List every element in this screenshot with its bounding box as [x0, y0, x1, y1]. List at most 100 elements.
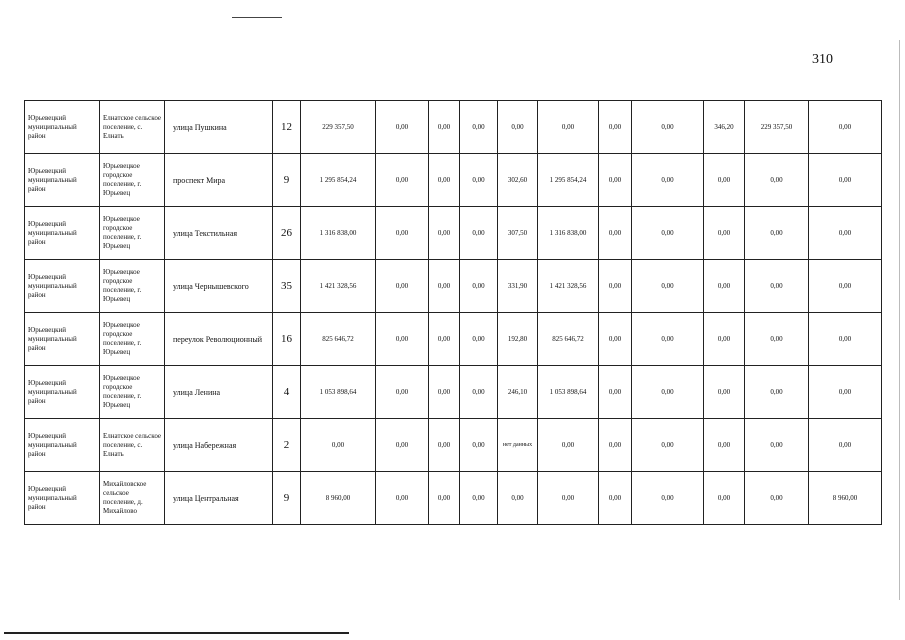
- value-cell: 0,00: [808, 365, 882, 419]
- value-cell: 0,00: [537, 418, 599, 472]
- value-cell: 0,00: [744, 206, 809, 260]
- value-cell: 0,00: [744, 471, 809, 525]
- value-cell: 0,00: [744, 312, 809, 366]
- value-cell: 0,00: [808, 153, 882, 207]
- value-cell: 0,00: [375, 100, 429, 154]
- value-cell: 0,00: [459, 312, 498, 366]
- value-cell: 1 295 854,24: [537, 153, 599, 207]
- value-cell: 0,00: [808, 418, 882, 472]
- value-cell: 0,00: [459, 418, 498, 472]
- value-cell: 0,00: [744, 365, 809, 419]
- value-cell: 0,00: [631, 365, 704, 419]
- value-cell: 1 421 328,56: [537, 259, 599, 313]
- district-cell: Юрьевецкий муниципальный район: [24, 471, 100, 525]
- value-cell: 0,00: [598, 153, 632, 207]
- district-cell: Юрьевецкий муниципальный район: [24, 153, 100, 207]
- value-cell: 0,00: [459, 259, 498, 313]
- district-cell: Юрьевецкий муниципальный район: [24, 206, 100, 260]
- data-table: Юрьевецкий муниципальный район Елнатское …: [24, 100, 882, 525]
- value-cell: 0,00: [808, 259, 882, 313]
- street-cell: переулок Революционный: [164, 312, 273, 366]
- value-cell: 0,00: [459, 471, 498, 525]
- value-cell: 0,00: [808, 206, 882, 260]
- value-cell: 0,00: [598, 365, 632, 419]
- district-cell: Юрьевецкий муниципальный район: [24, 418, 100, 472]
- value-cell: 0,00: [428, 153, 460, 207]
- street-cell: улица Пушкина: [164, 100, 273, 154]
- value-cell: 346,20: [703, 100, 745, 154]
- value-cell: 0,00: [703, 365, 745, 419]
- value-cell: 0,00: [703, 312, 745, 366]
- value-cell: 192,80: [497, 312, 538, 366]
- value-cell: 0,00: [537, 100, 599, 154]
- value-cell: 0,00: [631, 418, 704, 472]
- street-cell: проспект Мира: [164, 153, 273, 207]
- page-number: 310: [812, 52, 833, 67]
- table-row: Юрьевецкий муниципальный район Михайловск…: [24, 471, 882, 525]
- settlement-cell: Михайловское сельское поселение, д. Миха…: [99, 471, 165, 525]
- street-cell: улица Набережная: [164, 418, 273, 472]
- table-row: Юрьевецкий муниципальный район Юрьевецкое…: [24, 206, 882, 260]
- value-cell: 0,00: [703, 153, 745, 207]
- value-cell: 0,00: [808, 312, 882, 366]
- value-cell: 0,00: [375, 206, 429, 260]
- value-cell: 0,00: [428, 259, 460, 313]
- value-cell: 0,00: [598, 100, 632, 154]
- value-cell: 0,00: [631, 153, 704, 207]
- value-cell: 307,50: [497, 206, 538, 260]
- district-cell: Юрьевецкий муниципальный район: [24, 312, 100, 366]
- table-row: Юрьевецкий муниципальный район Елнатское …: [24, 100, 882, 154]
- house-number-cell: 4: [272, 365, 301, 419]
- street-cell: улица Текстильная: [164, 206, 273, 260]
- scan-edge-right: [899, 40, 900, 600]
- value-cell: 0,00: [497, 100, 538, 154]
- value-cell: 0,00: [300, 418, 376, 472]
- value-cell: 0,00: [428, 206, 460, 260]
- value-cell: 0,00: [703, 418, 745, 472]
- value-cell: 0,00: [375, 312, 429, 366]
- value-cell: 0,00: [631, 312, 704, 366]
- value-cell: 1 053 898,64: [300, 365, 376, 419]
- value-cell: 229 357,50: [744, 100, 809, 154]
- value-cell: 0,00: [631, 259, 704, 313]
- value-cell: 331,90: [497, 259, 538, 313]
- scan-mark-top: [232, 17, 282, 18]
- value-cell: 1 421 328,56: [300, 259, 376, 313]
- value-cell: 0,00: [631, 206, 704, 260]
- value-cell: 1 295 854,24: [300, 153, 376, 207]
- house-number-cell: 9: [272, 471, 301, 525]
- value-cell: 0,00: [459, 100, 498, 154]
- house-number-cell: 35: [272, 259, 301, 313]
- value-cell: нет данных: [497, 418, 538, 472]
- value-cell: 0,00: [375, 153, 429, 207]
- table-row: Юрьевецкий муниципальный район Елнатское …: [24, 418, 882, 472]
- value-cell: 8 960,00: [808, 471, 882, 525]
- value-cell: 0,00: [703, 206, 745, 260]
- house-number-cell: 9: [272, 153, 301, 207]
- value-cell: 825 646,72: [537, 312, 599, 366]
- value-cell: 0,00: [375, 365, 429, 419]
- value-cell: 0,00: [703, 259, 745, 313]
- value-cell: 246,10: [497, 365, 538, 419]
- house-number-cell: 16: [272, 312, 301, 366]
- street-cell: улица Чернышевского: [164, 259, 273, 313]
- street-cell: улица Центральная: [164, 471, 273, 525]
- value-cell: 302,60: [497, 153, 538, 207]
- value-cell: 1 053 898,64: [537, 365, 599, 419]
- value-cell: 0,00: [428, 471, 460, 525]
- settlement-cell: Елнатское сельское поселение, с. Елнать: [99, 418, 165, 472]
- house-number-cell: 26: [272, 206, 301, 260]
- value-cell: 0,00: [598, 206, 632, 260]
- value-cell: 0,00: [459, 365, 498, 419]
- district-cell: Юрьевецкий муниципальный район: [24, 100, 100, 154]
- street-cell: улица Ленина: [164, 365, 273, 419]
- value-cell: 0,00: [375, 418, 429, 472]
- value-cell: 0,00: [537, 471, 599, 525]
- value-cell: 0,00: [428, 100, 460, 154]
- value-cell: 0,00: [428, 312, 460, 366]
- scan-mark-bottom: [4, 632, 349, 634]
- value-cell: 825 646,72: [300, 312, 376, 366]
- value-cell: 229 357,50: [300, 100, 376, 154]
- settlement-cell: Юрьевецкое городское поселение, г. Юрьев…: [99, 312, 165, 366]
- value-cell: 0,00: [598, 259, 632, 313]
